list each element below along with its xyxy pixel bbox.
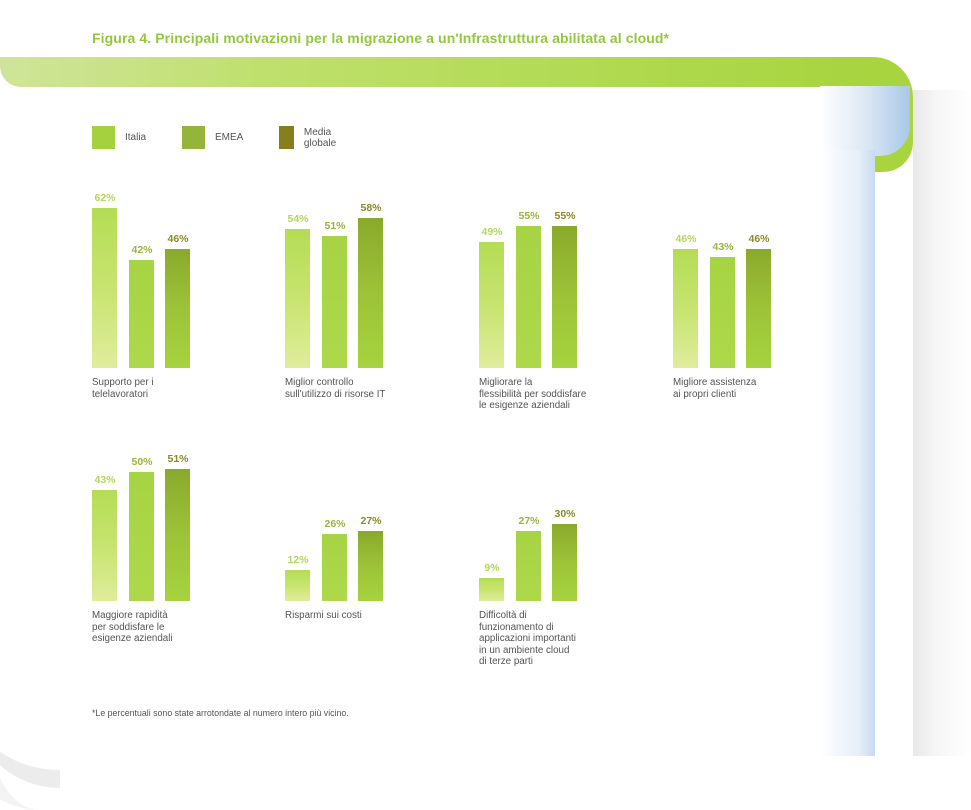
value-label-emea: 42%	[131, 243, 153, 256]
category-label: Risparmi sui costi	[285, 610, 425, 622]
category-label-line: Difficoltà di	[479, 610, 527, 621]
footnote: *Le percentuali sono state arrotondate a…	[92, 708, 349, 718]
value-label-media-globale: 30%	[554, 507, 576, 520]
bar-media-globale	[165, 249, 190, 368]
bar-media-globale	[552, 226, 577, 368]
value-label-italia: 46%	[675, 233, 697, 246]
bar-emea	[322, 533, 347, 601]
value-label-emea: 26%	[324, 517, 346, 530]
decorative-green-band	[0, 57, 900, 87]
legend-item-media-globale: Media globale	[279, 126, 344, 149]
value-label-italia: 62%	[94, 192, 116, 204]
value-label-emea: 27%	[518, 515, 540, 528]
value-label-italia: 12%	[287, 554, 309, 567]
category-label: Migliorare la flessibilità per soddisfare…	[479, 377, 619, 412]
decorative-bottom-curve	[0, 600, 60, 788]
category-label-line: sull'utilizzo di risorse IT	[285, 388, 386, 400]
bar-emea	[516, 531, 541, 601]
bar-emea	[710, 257, 735, 368]
bar-italia	[285, 228, 310, 368]
category-label-line: telelavoratori	[92, 388, 149, 400]
value-label-media-globale: 27%	[360, 515, 382, 528]
category-label-line: Supporto per i	[92, 377, 154, 388]
decorative-blue-column	[820, 150, 875, 756]
legend-swatch-italia	[92, 126, 115, 149]
bar-italia	[479, 241, 504, 368]
value-label-emea: 55%	[518, 210, 540, 223]
legend-label-emea: EMEA	[215, 132, 244, 143]
figure-title: Figura 4. Principali motivazioni per la …	[92, 30, 670, 46]
value-label-media-globale: 46%	[748, 233, 770, 246]
bar-italia	[673, 249, 698, 368]
value-label-emea: 50%	[131, 455, 153, 468]
value-label-emea: 43%	[712, 241, 734, 254]
value-label-media-globale: 55%	[554, 210, 576, 223]
value-label-italia: 54%	[287, 212, 309, 225]
bar-italia	[92, 208, 117, 368]
category-label-line: esigenze aziendali	[92, 633, 173, 644]
bar-emea	[129, 471, 154, 601]
legend-item-italia: Italia	[92, 126, 146, 149]
bar-media-globale	[552, 523, 577, 601]
value-label-media-globale: 46%	[167, 233, 189, 246]
category-label-line: funzionamento di	[479, 621, 554, 633]
category-label-line: Migliore assistenza	[673, 377, 757, 388]
bar-italia	[92, 490, 117, 601]
category-label: Supporto per i telelavoratori	[92, 377, 232, 400]
bar-italia	[479, 577, 504, 601]
value-label-media-globale: 51%	[167, 453, 189, 466]
category-label-line: flessibilità per soddisfare	[479, 388, 587, 400]
bar-media-globale	[358, 218, 383, 368]
bar-emea	[129, 259, 154, 368]
category-label-line: applicazioni importanti	[479, 633, 576, 644]
legend-swatch-emea	[182, 126, 205, 149]
value-label-italia: 43%	[94, 474, 116, 487]
category-label-line: per soddisfare le	[92, 621, 165, 633]
bar-emea	[516, 226, 541, 368]
bar-media-globale	[165, 469, 190, 601]
value-label-italia: 49%	[481, 225, 503, 238]
category-label-line: di terze parti	[479, 656, 533, 667]
category-label-line: Miglior controllo	[285, 377, 354, 388]
category-label-line: in un ambiente cloud	[479, 644, 570, 656]
category-label: Miglior controllo sull'utilizzo di risors…	[285, 377, 425, 400]
category-label-line: ai propri clienti	[673, 388, 737, 400]
bar-emea	[322, 236, 347, 368]
category-label-line: Risparmi sui costi	[285, 610, 362, 621]
decorative-blue-corner	[820, 86, 910, 156]
category-label: Migliore assistenza ai propri clienti	[673, 377, 813, 400]
bar-italia	[285, 570, 310, 601]
value-label-emea: 51%	[324, 220, 346, 233]
legend-item-emea: EMEA	[182, 126, 243, 149]
decorative-right-shadow	[913, 90, 971, 756]
bar-media-globale	[358, 531, 383, 601]
value-label-italia: 9%	[484, 561, 500, 574]
bar-media-globale	[746, 249, 771, 368]
category-label: Difficoltà di funzionamento di applicazion…	[479, 610, 619, 668]
category-label-line: le esigenze aziendali	[479, 400, 570, 411]
legend-swatch-media-globale	[279, 126, 294, 149]
value-label-media-globale: 58%	[360, 202, 382, 215]
category-label: Maggiore rapidità per soddisfare le esigen…	[92, 610, 232, 645]
legend-label-media-globale: Media globale	[303, 126, 337, 149]
category-label-line: Maggiore rapidità	[92, 610, 168, 621]
category-label-line: Migliorare la	[479, 377, 533, 388]
legend-label-italia: Italia	[125, 132, 147, 143]
